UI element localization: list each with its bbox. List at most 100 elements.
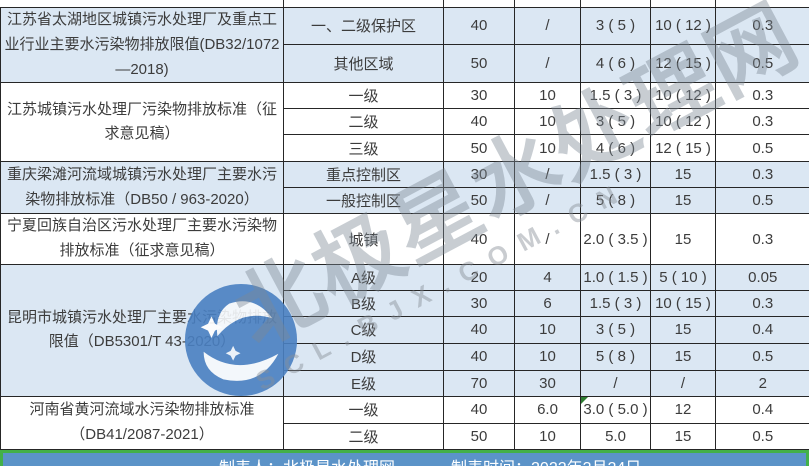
value-cell: 10 [514,422,581,450]
value-cell: 50 [443,134,515,163]
grid-divider [650,0,651,7]
value-cell: 10 [514,108,581,136]
value-cell: 70 [443,369,515,397]
region-cell: B级 [283,289,444,317]
standard-name-cell: 江苏省太湖地区城镇污水处理厂及重点工业行业主要水污染物排放限值(DB32/107… [0,6,284,84]
table-row: 二级 50 10 5.0 15 0.5 [1,422,809,450]
grid-divider [715,0,716,7]
value-cell: 50 [443,43,515,84]
value-cell: 1.5 ( 3 ) [580,161,651,189]
region-cell: 一级 [283,82,444,110]
value-cell: 5.0 [580,422,651,450]
value-cell: 10 [514,315,581,344]
value-cell: 12 [650,395,716,424]
value-cell: 0.5 [715,43,809,84]
value-cell: 0.05 [715,263,809,291]
value-cell: / [514,161,581,189]
value-cell: 30 [514,369,581,397]
standards-table: 江苏省太湖地区城镇污水处理厂及重点工业行业主要水污染物排放限值(DB32/107… [0,6,809,450]
value-cell: 0.3 [715,289,809,317]
region-cell: 二级 [283,422,444,450]
value-cell: 0.3 [715,213,809,265]
region-cell: 三级 [283,134,444,163]
region-cell: 二级 [283,108,444,136]
value-cell: 0.3 [715,7,809,45]
value-cell: 0.5 [715,422,809,450]
value-cell: 10 ( 12 ) [650,7,716,45]
value-cell: 6 [514,289,581,317]
region-cell: 一、二级保护区 [283,7,444,45]
value-cell: 40 [443,213,515,265]
table-row: 三级 50 10 4 ( 6 ) 12 ( 15 ) 0.5 [1,134,809,163]
value-cell: 3 ( 5 ) [580,315,651,344]
value-cell: 4 ( 6 ) [580,43,651,84]
value-cell: 6.0 [514,395,581,424]
value-cell: 0.5 [715,342,809,371]
value-cell: 20 [443,263,515,291]
table-row: 江苏省太湖地区城镇污水处理厂及重点工业行业主要水污染物排放限值(DB32/107… [0,6,809,84]
standard-name-cell: 昆明市城镇污水处理厂主要水污染物排放限值（DB5301/T 43-2020） [0,263,284,397]
standard-name-cell: 重庆梁滩河流域城镇污水处理厂主要水污染物排放标准（DB50 / 963-2020… [0,161,284,215]
value-cell: / [514,213,581,265]
value-cell: 0.4 [715,395,809,424]
region-cell: 重点控制区 [283,161,444,189]
value-cell: 15 [650,342,716,371]
value-cell: 2 [715,369,809,397]
value-cell: 1.5 ( 3 ) [580,82,651,110]
value-cell: 0.4 [715,315,809,344]
standard-name-cell: 江苏城镇污水处理厂污染物排放标准（征求意见稿） [0,82,284,163]
standard-name-cell: 河南省黄河流域水污染物排放标准（DB41/2087-2021） [0,395,284,450]
value-cell: 40 [443,7,515,45]
value-cell: 0.5 [715,187,809,215]
table-row: D级 40 10 5 ( 8 ) 15 0.5 [1,342,809,371]
value-cell: 30 [443,289,515,317]
value-cell: 1.0 ( 1.5 ) [580,263,651,291]
region-cell: 其他区域 [283,43,444,84]
value-cell: 4 [514,263,581,291]
table-row: 河南省黄河流域水污染物排放标准（DB41/2087-2021） 一级 40 6.0 3.… [0,395,809,450]
table-row: B级 30 6 1.5 ( 3 ) 10 ( 15 ) 0.3 [1,289,809,317]
value-cell: 10 [514,342,581,371]
region-cell: E级 [283,369,444,397]
value-cell: 50 [443,187,515,215]
value-cell: 3.0 ( 5.0 ) [580,395,651,424]
value-cell: 10 ( 12 ) [650,82,716,110]
table-time-label: 制表时间：2022年3月24日 [451,454,641,466]
value-cell: 50 [443,422,515,450]
value-cell: 0.3 [715,108,809,136]
value-cell: 3 ( 5 ) [580,108,651,136]
value-cell: 40 [443,342,515,371]
table-row: 二级 40 10 3 ( 5 ) 10 ( 12 ) 0.3 [1,108,809,136]
grid-divider [443,0,444,7]
value-cell: 1.5 ( 3 ) [580,289,651,317]
value-cell: / [580,369,651,397]
value-cell: 40 [443,315,515,344]
value-cell: 30 [443,82,515,110]
value-cell: / [514,43,581,84]
standard-name-cell: 宁夏回族自治区污水处理厂主要水污染物排放标准（征求意见稿） [0,213,284,265]
value-cell: 10 ( 12 ) [650,108,716,136]
value-cell: / [650,369,716,397]
table-row: 一般控制区 50/5 ( 8 ) 15 0.5 [1,187,809,215]
value-cell: 15 [650,213,716,265]
grid-divider [283,0,284,7]
value-cell: 15 [650,315,716,344]
grid-divider [580,0,581,7]
value-cell: 3 ( 5 ) [580,7,651,45]
value-cell: / [514,7,581,45]
region-cell: 城镇 [283,213,444,265]
region-cell: 一般控制区 [283,187,444,215]
region-cell: D级 [283,342,444,371]
value-cell: 2.0 ( 3.5 ) [580,213,651,265]
table-row: 重庆梁滩河流域城镇污水处理厂主要水污染物排放标准（DB50 / 963-2020… [0,161,809,215]
value-cell: 0.3 [715,161,809,189]
top-grid-strip [0,0,809,7]
value-cell: 12 ( 15 ) [650,43,716,84]
table-row: E级 70 30//2 [1,369,809,397]
value-cell: 10 [514,134,581,163]
value-cell: 10 [514,82,581,110]
region-cell: 一级 [283,395,444,424]
value-cell: / [514,187,581,215]
footer-bar: 制表人：北极星水处理网 制表时间：2022年3月24日 [0,449,809,466]
